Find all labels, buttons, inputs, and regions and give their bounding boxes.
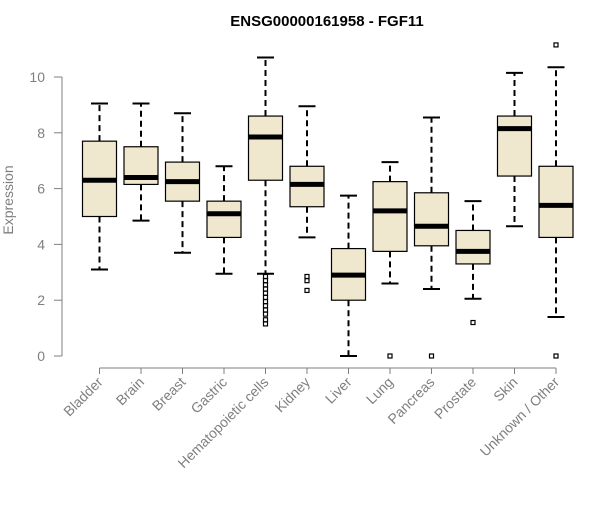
outlier-point xyxy=(262,282,269,288)
box-iqr xyxy=(413,192,450,247)
outlier-point xyxy=(470,319,476,326)
outlier-point xyxy=(428,353,435,359)
outlier-point xyxy=(262,307,269,313)
x-tick-label: Bladder xyxy=(60,374,106,420)
outlier-point xyxy=(387,353,393,359)
box-iqr xyxy=(496,115,533,177)
box-group xyxy=(164,112,201,254)
x-tick-label: Skin xyxy=(490,374,521,405)
x-tick-label: Kidney xyxy=(272,374,314,416)
outlier-point xyxy=(262,303,269,309)
box-group xyxy=(413,116,450,359)
box-group xyxy=(206,165,242,275)
box-group xyxy=(538,42,574,359)
x-tick-label: Brain xyxy=(113,374,147,408)
outlier-point xyxy=(262,290,269,296)
boxes-layer xyxy=(81,42,574,359)
x-tick-label: Unknown / Other xyxy=(477,374,563,460)
box-group xyxy=(123,102,159,222)
outlier-point xyxy=(262,311,269,317)
outlier-point xyxy=(262,273,269,280)
y-tick-label: 6 xyxy=(37,181,45,197)
box-group xyxy=(496,71,533,228)
box-group xyxy=(247,56,284,327)
outlier-point xyxy=(262,321,269,327)
box-iqr xyxy=(372,181,408,252)
outlier-point xyxy=(262,286,269,292)
outlier-point xyxy=(553,42,559,48)
x-tick-label: Lung xyxy=(363,374,396,407)
x-tick-label: Prostate xyxy=(431,374,479,422)
outlier-point xyxy=(262,298,269,305)
outlier-point xyxy=(553,353,559,359)
x-tick-label: Breast xyxy=(149,374,189,414)
box-iqr xyxy=(247,115,284,181)
y-tick-label: 4 xyxy=(37,236,45,252)
outlier-point xyxy=(262,317,269,323)
outlier-point xyxy=(304,287,310,294)
chart-title: ENSG00000161958 - FGF11 xyxy=(230,13,423,30)
y-axis-title: Expression xyxy=(0,165,16,234)
box-iqr xyxy=(206,200,242,239)
outlier-point xyxy=(304,278,310,284)
box-group xyxy=(289,105,325,294)
box-iqr xyxy=(455,229,491,265)
box-group xyxy=(81,102,118,271)
x-tick-label: Liver xyxy=(322,374,355,407)
box-iqr xyxy=(538,165,574,239)
box-group xyxy=(330,194,367,357)
box-group xyxy=(455,200,491,326)
outlier-point xyxy=(262,278,269,284)
y-tick-label: 10 xyxy=(29,69,45,85)
y-tick-label: 0 xyxy=(37,348,45,364)
y-tick-label: 8 xyxy=(37,125,45,141)
outlier-point xyxy=(304,273,310,280)
outlier-point xyxy=(262,294,269,301)
y-tick-label: 2 xyxy=(37,292,45,308)
box-group xyxy=(372,161,408,359)
